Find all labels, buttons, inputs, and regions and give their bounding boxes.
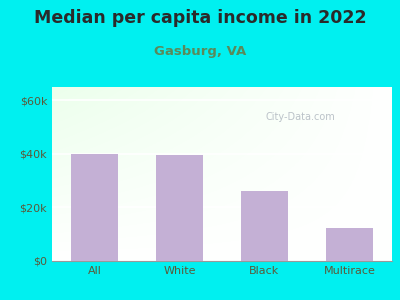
Text: Gasburg, VA: Gasburg, VA bbox=[154, 44, 246, 58]
Text: City-Data.com: City-Data.com bbox=[265, 112, 335, 122]
Text: Median per capita income in 2022: Median per capita income in 2022 bbox=[34, 9, 366, 27]
Bar bbox=[156, 155, 203, 261]
Bar bbox=[71, 154, 118, 261]
Bar bbox=[326, 227, 373, 261]
Bar bbox=[241, 191, 288, 261]
